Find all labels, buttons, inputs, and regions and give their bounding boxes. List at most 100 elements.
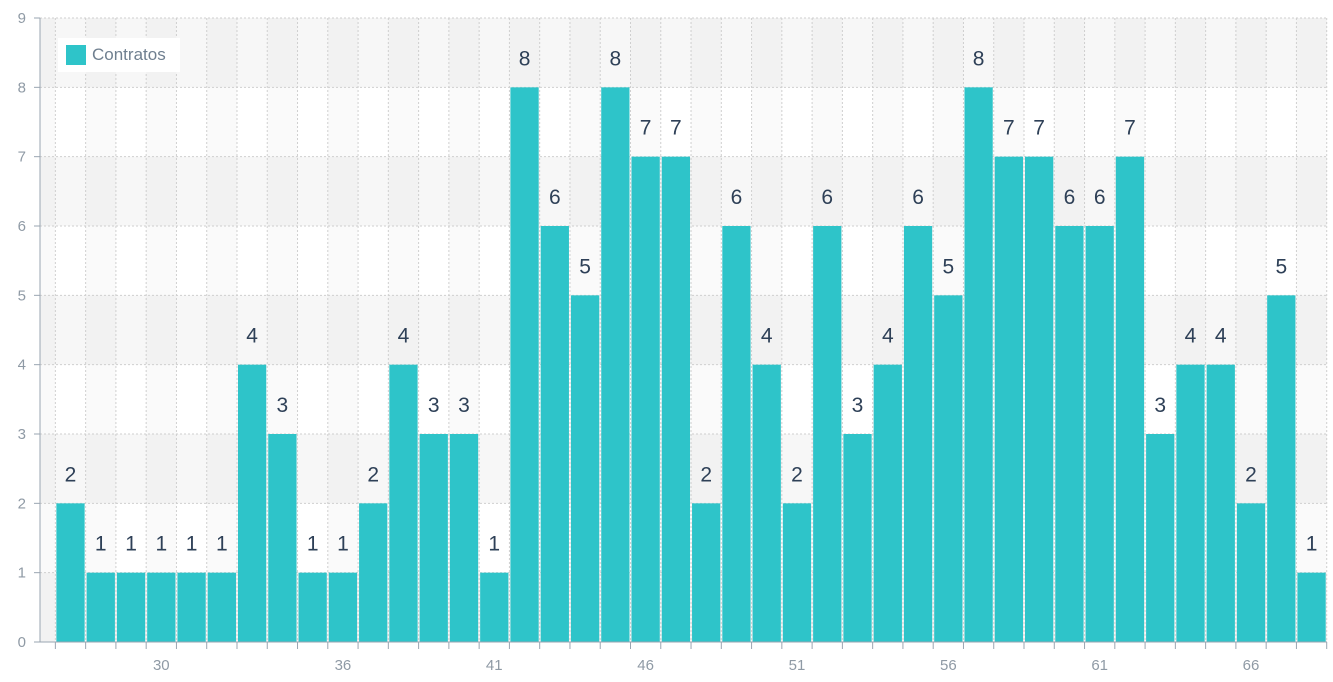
- data-label-38: 4: [398, 325, 410, 348]
- y-tick-label-9: 9: [18, 10, 26, 27]
- data-label-44: 5: [579, 255, 591, 278]
- data-label-52: 6: [821, 186, 833, 209]
- y-tick-label-4: 4: [18, 357, 26, 374]
- data-label-58: 7: [1003, 117, 1015, 140]
- data-label-61: 6: [1094, 186, 1106, 209]
- data-label-35: 1: [307, 533, 319, 556]
- bar-33[interactable]: [237, 364, 267, 642]
- y-tick-label-6: 6: [18, 218, 26, 235]
- bar-27[interactable]: [56, 503, 85, 642]
- bar-47[interactable]: [661, 156, 691, 642]
- x-axis: 30 36 41 46 51 56 61 66: [40, 641, 1328, 674]
- bar-40[interactable]: [449, 434, 479, 642]
- bar-57[interactable]: [964, 87, 993, 643]
- bar-50[interactable]: [752, 364, 781, 642]
- data-label-60: 6: [1064, 186, 1076, 209]
- data-label-32: 1: [216, 533, 228, 556]
- y-tick-label-5: 5: [18, 287, 26, 304]
- bar-49[interactable]: [722, 226, 751, 642]
- bar-38[interactable]: [389, 364, 418, 642]
- bar-37[interactable]: [359, 503, 388, 642]
- bar-64[interactable]: [1176, 364, 1205, 642]
- bar-58[interactable]: [994, 156, 1024, 642]
- bar-46[interactable]: [631, 156, 660, 642]
- bar-34[interactable]: [268, 434, 297, 642]
- bar-41[interactable]: [480, 572, 509, 642]
- bar-42[interactable]: [510, 87, 539, 643]
- bar-35[interactable]: [298, 572, 327, 642]
- legend[interactable]: Contratos: [58, 38, 180, 72]
- x-tick-label-56: 56: [940, 657, 957, 674]
- data-label-65: 4: [1215, 325, 1227, 348]
- data-label-41: 1: [488, 533, 500, 556]
- y-tick-label-1: 1: [18, 565, 26, 582]
- data-label-39: 3: [428, 394, 440, 417]
- data-label-64: 4: [1185, 325, 1197, 348]
- data-label-67: 5: [1275, 255, 1287, 278]
- x-tick-label-41: 41: [486, 657, 503, 674]
- bar-60[interactable]: [1055, 226, 1084, 642]
- bar-63[interactable]: [1146, 434, 1175, 642]
- x-tick-label-46: 46: [637, 657, 654, 674]
- data-label-50: 4: [761, 325, 773, 348]
- data-label-59: 7: [1033, 117, 1045, 140]
- bar-51[interactable]: [782, 503, 812, 642]
- data-label-34: 3: [277, 394, 289, 417]
- bar-43[interactable]: [540, 226, 569, 642]
- bar-31[interactable]: [177, 572, 206, 642]
- data-label-51: 2: [791, 463, 803, 486]
- bar-53[interactable]: [843, 434, 872, 642]
- bar-52[interactable]: [813, 226, 842, 642]
- bar-45[interactable]: [601, 87, 630, 643]
- data-label-55: 6: [912, 186, 924, 209]
- bar-65[interactable]: [1206, 364, 1235, 642]
- data-label-43: 6: [549, 186, 561, 209]
- bar-62[interactable]: [1115, 156, 1145, 642]
- data-label-49: 6: [731, 186, 743, 209]
- bar-59[interactable]: [1025, 156, 1054, 642]
- bar-61[interactable]: [1085, 226, 1114, 642]
- bar-32[interactable]: [207, 572, 236, 642]
- data-label-66: 2: [1245, 463, 1257, 486]
- y-tick-label-2: 2: [18, 495, 26, 512]
- bar-56[interactable]: [934, 295, 963, 642]
- bar-series-contratos: [56, 87, 1326, 643]
- data-label-29: 1: [125, 533, 137, 556]
- data-label-36: 1: [337, 533, 349, 556]
- bar-55[interactable]: [903, 226, 933, 642]
- bar-66[interactable]: [1236, 503, 1266, 642]
- bar-28[interactable]: [86, 572, 115, 642]
- bar-39[interactable]: [419, 434, 448, 642]
- bar-48[interactable]: [692, 503, 721, 642]
- data-label-68: 1: [1306, 533, 1318, 556]
- data-label-28: 1: [95, 533, 107, 556]
- data-label-56: 5: [942, 255, 954, 278]
- x-tick-label-51: 51: [789, 657, 806, 674]
- bar-54[interactable]: [873, 364, 902, 642]
- data-label-54: 4: [882, 325, 894, 348]
- data-label-33: 4: [246, 325, 258, 348]
- y-tick-label-7: 7: [18, 149, 26, 166]
- bar-29[interactable]: [116, 572, 146, 642]
- bar-44[interactable]: [570, 295, 600, 642]
- x-tick-label-30: 30: [153, 657, 170, 674]
- x-tick-label-36: 36: [335, 657, 352, 674]
- data-label-42: 8: [519, 47, 531, 70]
- data-label-48: 2: [700, 463, 712, 486]
- data-label-31: 1: [186, 533, 198, 556]
- data-label-62: 7: [1124, 117, 1136, 140]
- bar-68[interactable]: [1297, 572, 1326, 642]
- data-label-53: 3: [852, 394, 864, 417]
- data-label-30: 1: [155, 533, 167, 556]
- bar-30[interactable]: [147, 572, 176, 642]
- bar-67[interactable]: [1267, 295, 1296, 642]
- bar-36[interactable]: [328, 572, 358, 642]
- data-label-47: 7: [670, 117, 682, 140]
- data-label-57: 8: [973, 47, 985, 70]
- data-label-46: 7: [640, 117, 652, 140]
- data-label-27: 2: [65, 463, 77, 486]
- data-label-45: 8: [610, 47, 622, 70]
- y-axis: 0 1 2 3 4 5 6 7 8 9: [18, 10, 41, 651]
